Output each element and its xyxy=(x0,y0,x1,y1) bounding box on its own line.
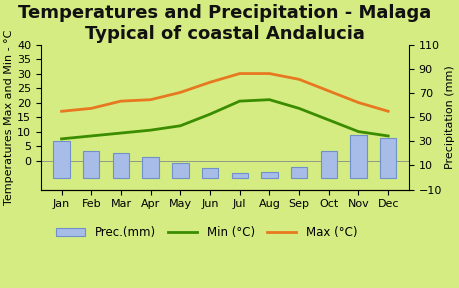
Bar xyxy=(321,151,337,178)
Bar xyxy=(231,173,248,178)
Bar xyxy=(172,163,189,178)
Bar xyxy=(113,153,129,178)
Bar xyxy=(261,172,278,178)
Bar xyxy=(350,135,367,178)
Bar xyxy=(83,151,100,178)
Bar xyxy=(53,141,70,178)
Y-axis label: Precipitation (mm): Precipitation (mm) xyxy=(445,65,455,169)
Bar xyxy=(291,167,307,178)
Y-axis label: Temperatures Max and Min - °C: Temperatures Max and Min - °C xyxy=(4,29,14,205)
Bar xyxy=(380,138,396,178)
Title: Temperatures and Precipitation - Malaga
Typical of coastal Andalucia: Temperatures and Precipitation - Malaga … xyxy=(18,4,431,43)
Legend: Prec.(mm), Min (°C), Max (°C): Prec.(mm), Min (°C), Max (°C) xyxy=(51,222,362,244)
Bar xyxy=(202,168,218,178)
Bar xyxy=(142,157,159,178)
